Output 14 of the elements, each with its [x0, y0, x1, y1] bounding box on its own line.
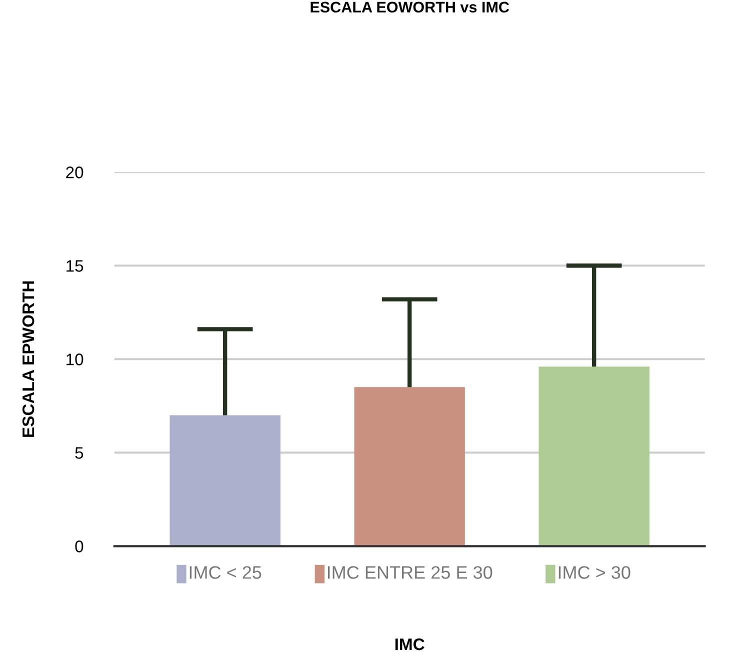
y-tick-label: 5 — [75, 447, 84, 459]
x-tick-label: IMC < 25 — [190, 566, 262, 579]
bar — [538, 366, 650, 546]
y-axis-title: ESCALA EPWORTH — [22, 281, 34, 437]
x-axis-title: IMC — [395, 638, 424, 650]
chart-title: ESCALA EOWORTH vs IMC — [310, 2, 510, 13]
y-tick-label: 20 — [66, 166, 84, 178]
x-tick-label: IMC ENTRE 25 E 30 — [328, 566, 492, 579]
y-tick-label: 0 — [75, 540, 84, 552]
bar — [354, 387, 465, 546]
y-tick-label: 10 — [66, 354, 84, 366]
x-tick-label: IMC > 30 — [558, 566, 630, 579]
y-tick-label: 15 — [66, 260, 84, 272]
bar — [170, 415, 280, 546]
